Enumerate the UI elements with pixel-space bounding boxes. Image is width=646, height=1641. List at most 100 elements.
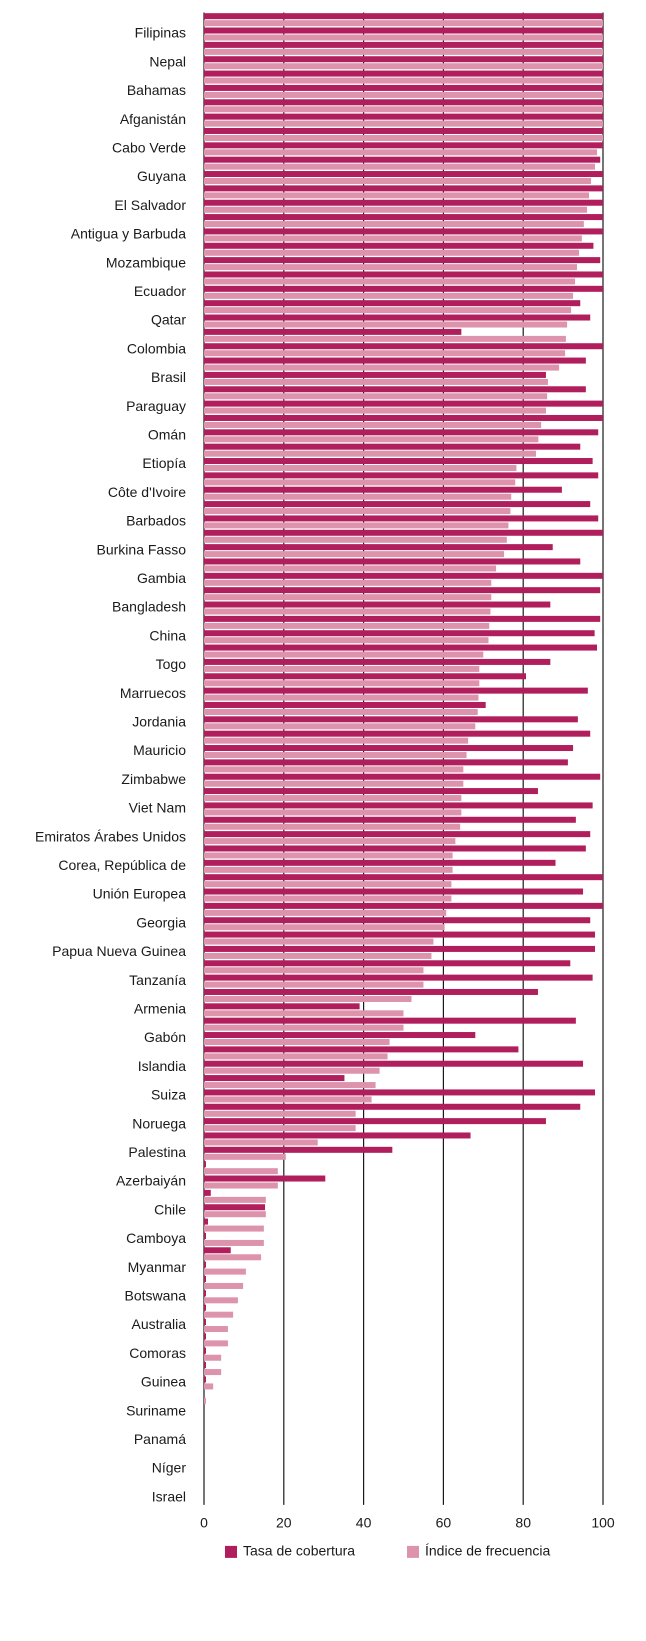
bar: [204, 508, 511, 515]
bar: [204, 1232, 206, 1239]
bar: [204, 952, 432, 959]
y-tick-label: Cabo Verde: [112, 140, 186, 156]
bar: [204, 1340, 228, 1347]
bar: [204, 974, 593, 981]
y-tick-label: Papua Nueva Guinea: [52, 943, 186, 959]
bar: [204, 587, 601, 594]
bar: [204, 1024, 404, 1031]
bar: [204, 1275, 206, 1282]
bar: [204, 242, 594, 249]
bar: [204, 909, 447, 916]
bar: [204, 658, 551, 665]
bar: [204, 501, 591, 508]
y-tick-label: Chile: [154, 1201, 186, 1217]
bar: [204, 1225, 264, 1232]
bar: [204, 945, 596, 952]
bar: [204, 1053, 388, 1060]
bar: [204, 565, 497, 572]
y-tick-label: Bangladesh: [112, 599, 186, 615]
bar: [204, 730, 591, 737]
bar: [204, 228, 603, 235]
bar: [204, 1383, 214, 1390]
y-tick-label: Georgia: [136, 914, 186, 930]
bar: [204, 1182, 278, 1189]
bar: [204, 1311, 234, 1318]
bar: [204, 414, 603, 421]
bar: [204, 27, 603, 34]
bar: [204, 386, 586, 393]
y-tick-label: Corea, República de: [58, 857, 186, 873]
bar: [204, 271, 603, 278]
bar: [204, 300, 581, 307]
bar: [204, 120, 603, 127]
bar: [204, 436, 539, 443]
y-tick-label: Marruecos: [120, 685, 186, 701]
bar: [204, 371, 546, 378]
bar: [204, 192, 590, 199]
y-tick-label: Australia: [132, 1316, 187, 1332]
bar: [204, 106, 603, 113]
bar: [204, 1132, 471, 1139]
bar: [204, 1290, 206, 1297]
bar: [204, 13, 603, 20]
bar: [204, 48, 603, 55]
bar: [204, 1153, 286, 1160]
bar: [204, 1103, 581, 1110]
y-tick-label: Brasil: [151, 369, 186, 385]
x-tick-label: 100: [591, 1515, 615, 1531]
bar: [204, 687, 588, 694]
legend-swatch: [407, 1545, 419, 1558]
bar: [204, 852, 453, 859]
bar: [204, 450, 536, 457]
bar: [204, 544, 553, 551]
bar: [204, 866, 453, 873]
bar: [204, 1175, 326, 1182]
bar: [204, 321, 568, 328]
bar: [204, 1204, 266, 1211]
bar: [204, 292, 574, 299]
bar: [204, 1046, 519, 1053]
y-tick-label: Comoras: [129, 1345, 186, 1361]
y-tick-label: Paraguay: [126, 398, 186, 414]
x-tick-label: 40: [356, 1515, 372, 1531]
bar: [204, 149, 598, 156]
y-tick-label: Suiza: [151, 1087, 186, 1103]
bar: [204, 558, 581, 565]
y-tick-label: Botswana: [125, 1288, 187, 1304]
bar: [204, 99, 603, 106]
y-tick-label: Barbados: [126, 513, 186, 529]
bar: [204, 665, 480, 672]
bar: [204, 802, 593, 809]
bar: [204, 178, 592, 185]
y-tick-label: Camboya: [126, 1230, 186, 1246]
bar: [204, 601, 551, 608]
bar: [204, 400, 603, 407]
bar: [204, 1010, 404, 1017]
bar: [204, 1139, 318, 1146]
bar: [204, 1211, 266, 1218]
y-tick-label: Burkina Fasso: [97, 541, 187, 557]
bar: [204, 874, 603, 881]
bar: [204, 1075, 345, 1082]
y-tick-label: Filipinas: [135, 25, 186, 41]
bar: [204, 644, 598, 651]
bar: [204, 522, 509, 529]
bar: [204, 285, 603, 292]
y-tick-label: Omán: [148, 427, 186, 443]
y-tick-label: Bahamas: [127, 82, 186, 98]
bar: [204, 895, 452, 902]
bar: [204, 967, 424, 974]
bar: [204, 1032, 476, 1039]
legend-label: Tasa de cobertura: [243, 1543, 355, 1559]
bar: [204, 1304, 206, 1311]
x-tick-label: 80: [515, 1515, 531, 1531]
bar: [204, 960, 571, 967]
bar: [204, 91, 603, 98]
bar: [204, 407, 546, 414]
bar: [204, 1218, 208, 1225]
bar: [204, 988, 538, 995]
bar: [204, 1118, 546, 1125]
bar: [204, 1089, 596, 1096]
y-tick-label: Côte d'Ivoire: [108, 484, 186, 500]
y-tick-label: Tanzanía: [129, 972, 186, 988]
